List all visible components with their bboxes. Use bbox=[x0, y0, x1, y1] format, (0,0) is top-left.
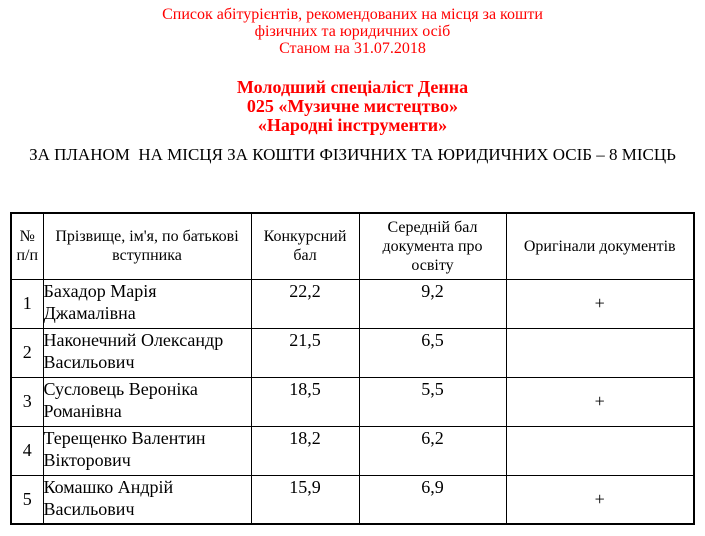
col-header-number: № п/п bbox=[10, 212, 44, 280]
document-title: Список абітурієнтів, рекомендованих на м… bbox=[0, 0, 705, 57]
originals-cell bbox=[505, 425, 695, 476]
avg-score-cell: 9,2 bbox=[358, 278, 507, 329]
program-line-3: «Народні інструменти» bbox=[257, 115, 448, 135]
col-header-name: Прізвище, ім'я, по батькові вступника bbox=[42, 212, 252, 280]
program-heading: Молодший спеціаліст Денна 025 «Музичне м… bbox=[0, 78, 705, 135]
row-number-cell: 1 bbox=[10, 278, 44, 329]
competitive-score-cell: 21,5 bbox=[250, 327, 360, 378]
avg-score-cell: 5,5 bbox=[358, 376, 507, 427]
plan-summary: ЗА ПЛАНОМ НА МІСЦЯ ЗА КОШТИ ФІЗИЧНИХ ТА … bbox=[29, 145, 676, 164]
originals-cell: + bbox=[505, 474, 695, 525]
originals-cell bbox=[505, 327, 695, 378]
applicant-name-cell: Терещенко Валентин Вікторович bbox=[42, 425, 252, 476]
table-row: 3 Сусловець Вероніка Романівна 18,5 5,5 … bbox=[10, 376, 695, 427]
avg-score-cell: 6,5 bbox=[358, 327, 507, 378]
title-line-2: фізичних та юридичних осіб bbox=[254, 23, 451, 40]
competitive-score-cell: 15,9 bbox=[250, 474, 360, 525]
applicants-table: № п/п Прізвище, ім'я, по батькові вступн… bbox=[10, 212, 695, 525]
col-header-avg-score: Середній бал документа про освіту bbox=[358, 212, 507, 280]
competitive-score-cell: 18,5 bbox=[250, 376, 360, 427]
applicant-name-cell: Комашко Андрій Васильович bbox=[42, 474, 252, 525]
col-header-originals: Оригінали документів bbox=[505, 212, 695, 280]
table-row: 4 Терещенко Валентин Вікторович 18,2 6,2 bbox=[10, 425, 695, 476]
title-line-3: Станом на 31.07.2018 bbox=[279, 40, 426, 57]
row-number-cell: 5 bbox=[10, 474, 44, 525]
avg-score-cell: 6,9 bbox=[358, 474, 507, 525]
col-header-competitive-score: Конкурсний бал bbox=[250, 212, 360, 280]
row-number-cell: 3 bbox=[10, 376, 44, 427]
applicant-name-cell: Бахадор Марія Джамалівна bbox=[42, 278, 252, 329]
competitive-score-cell: 18,2 bbox=[250, 425, 360, 476]
table-row: 1 Бахадор Марія Джамалівна 22,2 9,2 + bbox=[10, 278, 695, 329]
row-number-cell: 2 bbox=[10, 327, 44, 378]
row-number-cell: 4 bbox=[10, 425, 44, 476]
table-row: 5 Комашко Андрій Васильович 15,9 6,9 + bbox=[10, 474, 695, 525]
originals-cell: + bbox=[505, 278, 695, 329]
table-header-row: № п/п Прізвище, ім'я, по батькові вступн… bbox=[10, 212, 695, 280]
program-line-1: Молодший спеціаліст Денна bbox=[236, 77, 469, 97]
originals-cell: + bbox=[505, 376, 695, 427]
title-line-1: Список абітурієнтів, рекомендованих на м… bbox=[162, 6, 543, 23]
applicant-name-cell: Сусловець Вероніка Романівна bbox=[42, 376, 252, 427]
competitive-score-cell: 22,2 bbox=[250, 278, 360, 329]
applicant-name-cell: Наконечний Олександр Васильович bbox=[42, 327, 252, 378]
program-line-2: 025 «Музичне мистецтво» bbox=[246, 96, 459, 116]
avg-score-cell: 6,2 bbox=[358, 425, 507, 476]
table-row: 2 Наконечний Олександр Васильович 21,5 6… bbox=[10, 327, 695, 378]
